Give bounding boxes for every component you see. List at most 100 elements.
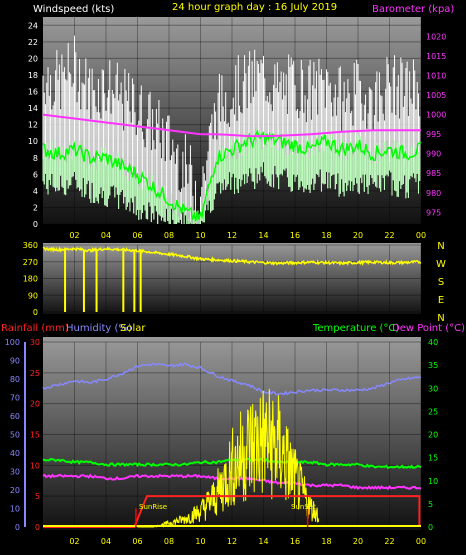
barometer-y-tick: 990 xyxy=(426,150,441,159)
humidity-y-tick: 70 xyxy=(10,394,20,403)
rain-y-tick: 0 xyxy=(35,523,40,532)
compass-label: W xyxy=(436,259,446,270)
wind-y-tick: 16 xyxy=(28,88,38,97)
wind-x-tick: 06 xyxy=(132,231,142,240)
temp-y-tick: 20 xyxy=(428,431,438,440)
climate-x-tick: 14 xyxy=(258,537,268,546)
barometer-y-tick: 1010 xyxy=(426,72,446,81)
humidity-label: Humidity (%) xyxy=(66,323,132,334)
dir-y-tick: 360 xyxy=(23,241,38,250)
climate-x-tick: 10 xyxy=(195,537,205,546)
wind-x-tick: 04 xyxy=(101,231,111,240)
wind-x-tick: 16 xyxy=(290,231,300,240)
rain-y-tick: 15 xyxy=(30,431,40,440)
wind-y-tick: 10 xyxy=(28,137,38,146)
rain-y-tick: 20 xyxy=(30,400,40,409)
climate-x-tick: 02 xyxy=(69,537,79,546)
temp-y-tick: 25 xyxy=(428,407,438,416)
humidity-line xyxy=(42,362,422,396)
humidity-y-tick: 20 xyxy=(10,486,20,495)
rain-y-tick: 5 xyxy=(35,492,40,501)
barometer-y-tick: 1015 xyxy=(426,52,446,61)
compass-label: N xyxy=(437,313,444,324)
humidity-y-tick: 100 xyxy=(5,338,20,347)
wind-y-tick: 14 xyxy=(28,104,38,113)
dewpoint-label: Dew Point (°C) xyxy=(392,323,465,334)
climate-x-tick: 22 xyxy=(384,537,394,546)
wind-y-tick: 18 xyxy=(28,71,38,80)
sunrise-label: SunRise xyxy=(139,503,167,511)
wind-y-tick: 22 xyxy=(28,38,38,47)
climate-x-tick: 18 xyxy=(321,537,331,546)
chart-title: 24 hour graph day : 16 July 2019 xyxy=(172,2,337,13)
wind-y-tick: 20 xyxy=(28,54,38,63)
wind-x-tick: 14 xyxy=(258,231,268,240)
direction-line xyxy=(42,246,422,267)
rainfall-label: Rainfall (mm) xyxy=(1,323,69,334)
climate-x-tick: 06 xyxy=(132,537,142,546)
humidity-y-tick: 60 xyxy=(10,412,20,421)
barometer-y-tick: 1005 xyxy=(426,91,446,100)
sunset-label: SunSet xyxy=(291,503,316,511)
dir-y-tick: 270 xyxy=(23,258,38,267)
direction-panel xyxy=(43,243,421,314)
compass-label: E xyxy=(438,295,444,306)
rain-y-tick: 30 xyxy=(30,338,40,347)
barometer-y-tick: 1000 xyxy=(426,111,446,120)
dir-y-tick: 90 xyxy=(28,291,38,300)
barometer-label: Barometer (kpa) xyxy=(372,4,454,15)
wind-y-tick: 12 xyxy=(28,121,38,130)
wind-y-tick: 2 xyxy=(33,203,38,212)
barometer-y-tick: 980 xyxy=(426,189,441,198)
barometer-y-tick: 995 xyxy=(426,130,441,139)
compass-label: N xyxy=(437,241,444,252)
climate-x-tick: 00 xyxy=(416,537,426,546)
temp-y-tick: 0 xyxy=(428,523,433,532)
wind-avg-line xyxy=(42,129,422,222)
axes: 0246810121416182022249759809859909951000… xyxy=(5,21,447,546)
humidity-y-tick: 10 xyxy=(10,505,20,514)
temp-y-tick: 30 xyxy=(428,384,438,393)
wind-x-tick: 18 xyxy=(321,231,331,240)
barometer-y-tick: 975 xyxy=(426,208,441,217)
rain-y-tick: 25 xyxy=(30,369,40,378)
windspeed-label: Windspeed (kts) xyxy=(33,4,114,15)
dir-y-tick: 180 xyxy=(23,275,38,284)
humidity-y-tick: 90 xyxy=(10,357,20,366)
wind-y-tick: 4 xyxy=(33,187,38,196)
climate-x-tick: 12 xyxy=(227,537,237,546)
barometer-y-tick: 985 xyxy=(426,169,441,178)
wind-y-tick: 24 xyxy=(28,21,38,30)
wind-x-tick: 12 xyxy=(227,231,237,240)
compass-label: S xyxy=(438,277,444,288)
temp-y-tick: 15 xyxy=(428,454,438,463)
plots xyxy=(42,35,422,528)
barometer-line xyxy=(42,113,421,138)
solar-line xyxy=(137,388,320,528)
wind-x-tick: 22 xyxy=(384,231,394,240)
temp-y-tick: 35 xyxy=(428,361,438,370)
wind-x-tick: 08 xyxy=(164,231,174,240)
climate-x-tick: 20 xyxy=(353,537,363,546)
humidity-y-tick: 50 xyxy=(10,431,20,440)
wind-y-tick: 8 xyxy=(33,154,38,163)
temp-y-tick: 40 xyxy=(428,338,438,347)
wind-x-tick: 00 xyxy=(416,231,426,240)
wind-x-tick: 20 xyxy=(353,231,363,240)
wind-y-tick: 0 xyxy=(33,220,38,229)
barometer-y-tick: 1020 xyxy=(426,33,446,42)
climate-x-tick: 04 xyxy=(101,537,111,546)
climate-x-tick: 16 xyxy=(290,537,300,546)
humidity-y-tick: 30 xyxy=(10,468,20,477)
wind-x-tick: 10 xyxy=(195,231,205,240)
humidity-y-tick: 80 xyxy=(10,375,20,384)
temperature-label: Temperature (°C) xyxy=(312,323,399,334)
temp-y-tick: 5 xyxy=(428,500,433,509)
dewpoint-line xyxy=(42,473,422,491)
wind-y-tick: 6 xyxy=(33,170,38,179)
humidity-y-tick: 0 xyxy=(15,523,20,532)
humidity-y-tick: 40 xyxy=(10,449,20,458)
rain-y-tick: 10 xyxy=(30,461,40,470)
wind-x-tick: 02 xyxy=(69,231,79,240)
temp-y-tick: 10 xyxy=(428,477,438,486)
